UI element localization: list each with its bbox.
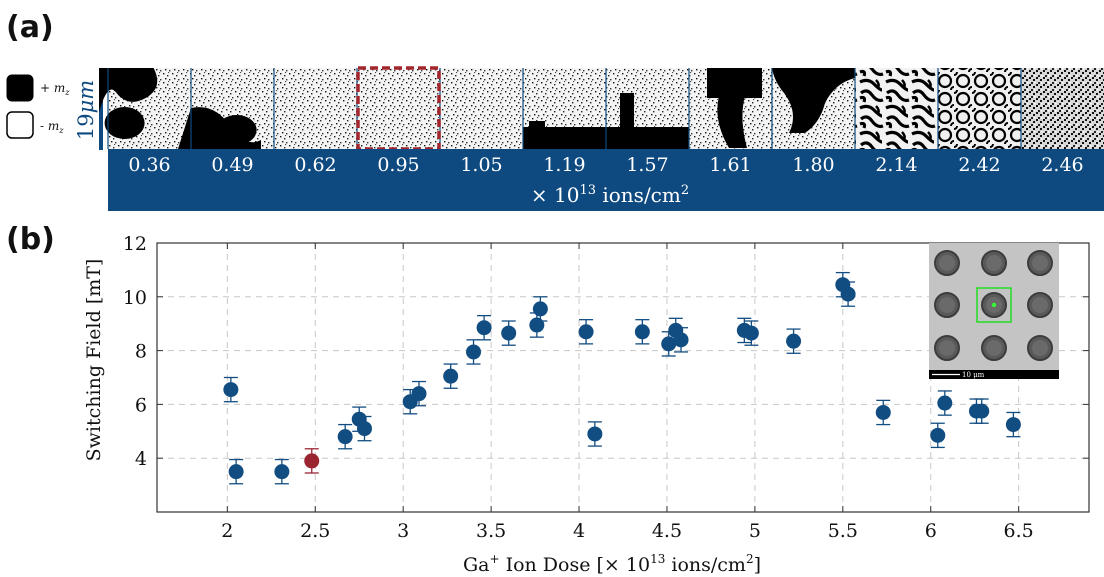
data-point-highlighted (304, 448, 320, 474)
svg-text:+ mz: + mz (40, 81, 70, 97)
x-tick-label: 5.5 (828, 520, 858, 542)
inset-micrograph: 10 μm (929, 243, 1059, 379)
legend-swatch-white (6, 111, 34, 139)
data-point-11 (476, 314, 492, 341)
data-point-10 (466, 339, 482, 365)
x-tick-label: 2 (221, 520, 233, 542)
scale-bar-label: 19μm (74, 80, 98, 140)
domain-image-strip (99, 66, 1104, 151)
y-tick-label: 4 (135, 448, 147, 470)
y-axis-label: Switching Field [mT] (83, 259, 105, 462)
data-point-13 (529, 312, 545, 338)
data-point-23 (786, 328, 802, 354)
highlighted-frame (356, 66, 441, 151)
data-point-28 (937, 390, 953, 416)
dose-unit-label: × 1013 ions/cm2 (531, 183, 689, 207)
dose-bar (108, 149, 1104, 211)
data-points (223, 271, 1021, 485)
panel-b-label: (b) (6, 222, 55, 257)
domain-image-9 (854, 68, 938, 149)
dose-label-10: 2.42 (958, 154, 1000, 176)
dose-label-6: 1.57 (626, 154, 668, 176)
legend-plus-mz: + mz (6, 74, 70, 102)
data-point-4 (337, 423, 353, 450)
inset-highlight-box (976, 287, 1012, 323)
panel-a-figure: + mz - mz 19μm 0.36 0.49 0.62 0.95 1.05 1.19 1… (6, 66, 1104, 211)
scale-bar (99, 68, 103, 150)
data-point-0 (223, 376, 239, 403)
grid (157, 243, 1089, 512)
domain-image-5 (522, 68, 606, 149)
data-point-9 (443, 363, 459, 389)
inset-target-dot (991, 302, 997, 308)
domain-image-1 (178, 68, 274, 149)
domain-image-3 (356, 68, 440, 149)
domain-image-8 (771, 68, 855, 149)
dose-label-9: 2.14 (875, 154, 917, 176)
dose-label-8: 1.80 (792, 154, 834, 176)
data-point-6 (357, 415, 373, 442)
domain-image-2 (273, 68, 357, 149)
data-point-25 (840, 281, 856, 307)
dose-label-3: 0.95 (377, 154, 419, 176)
legend-minus-subscript: z (58, 126, 64, 135)
data-point-2 (274, 458, 290, 485)
data-point-26 (875, 399, 891, 426)
data-point-27 (930, 422, 946, 449)
dose-label-1: 0.49 (211, 154, 253, 176)
data-point-8 (411, 380, 427, 407)
data-point-12 (501, 320, 517, 346)
dose-label-7: 1.61 (709, 154, 751, 176)
data-point-31 (1005, 411, 1021, 438)
domain-image-6 (605, 68, 689, 149)
x-tick-label: 3 (397, 520, 409, 542)
dose-label-2: 0.62 (294, 154, 336, 176)
data-point-16 (587, 421, 603, 447)
x-ticks: 2 2.5 3 3.5 4 4.5 5 5.5 6 6.5 (221, 243, 1034, 542)
switching-field-chart: 2 2.5 3 3.5 4 4.5 5 5.5 6 6.5 4 6 8 10 12 10 μm Switc… (83, 233, 1090, 576)
domain-image-10 (937, 68, 1021, 149)
data-point-30 (974, 398, 990, 424)
legend-minus-label: - m (40, 119, 59, 133)
legend-plus-subscript: z (64, 88, 70, 97)
dose-label-4: 1.05 (460, 154, 502, 176)
data-point-20 (673, 327, 689, 353)
data-point-14 (532, 296, 548, 322)
data-point-15 (578, 319, 594, 345)
legend-plus-label: + m (40, 81, 65, 95)
panel-a-label: (a) (6, 10, 54, 45)
domain-image-7 (688, 68, 772, 149)
x-tick-label: 6 (925, 520, 937, 542)
svg-text:- mz: - mz (40, 119, 64, 135)
x-tick-label: 6.5 (1004, 520, 1034, 542)
legend-swatch-black (6, 74, 34, 102)
dose-labels: 0.36 0.49 0.62 0.95 1.05 1.19 1.57 1.61 1.80 2.14… (128, 154, 1083, 176)
dose-label-5: 1.19 (543, 154, 585, 176)
domain-image-11 (1020, 68, 1104, 149)
y-tick-label: 6 (135, 394, 147, 416)
inset-scale-label: 10 μm (962, 371, 985, 379)
data-point-22 (743, 320, 759, 346)
domain-image-0 (99, 68, 191, 149)
x-tick-label: 5 (749, 520, 761, 542)
data-point-17 (634, 319, 650, 345)
y-tick-label: 8 (135, 341, 147, 363)
y-tick-label: 10 (123, 287, 147, 309)
data-point-1 (228, 458, 244, 485)
inset-scale-bar (929, 370, 1059, 379)
axes (156, 242, 1090, 513)
dose-label-0: 0.36 (128, 154, 170, 176)
x-tick-label: 3.5 (476, 520, 506, 542)
x-tick-label: 2.5 (300, 520, 330, 542)
y-tick-label: 12 (123, 233, 147, 255)
x-tick-label: 4.5 (652, 520, 682, 542)
y-ticks: 4 6 8 10 12 (123, 233, 1089, 470)
dose-label-11: 2.46 (1041, 154, 1083, 176)
x-tick-label: 4 (573, 520, 585, 542)
legend-minus-mz: - mz (6, 111, 64, 139)
x-axis-label: Ga+ Ion Dose [× 1013 ions/cm2] (463, 552, 761, 576)
domain-image-4 (439, 68, 523, 149)
